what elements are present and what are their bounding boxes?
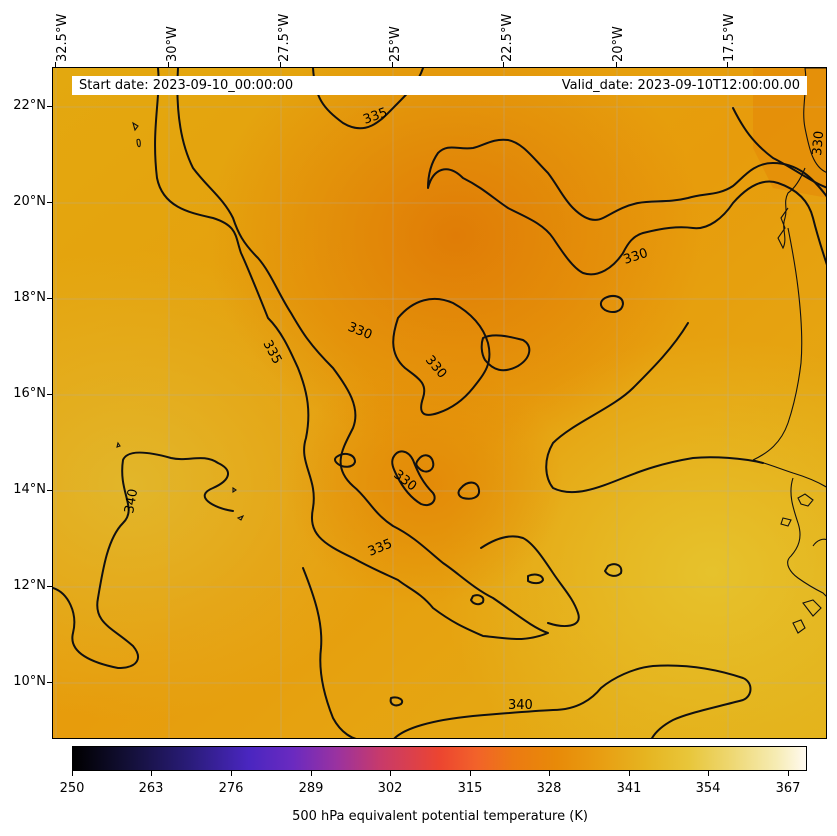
lat-label-10n: 10°N bbox=[13, 674, 46, 689]
lat-tick bbox=[47, 586, 52, 587]
map-panel[interactable]: 335 330 335 330 330 330 335 340 340 330 bbox=[52, 67, 827, 739]
colorbar-tick bbox=[470, 771, 471, 776]
contour-label: 330 bbox=[810, 130, 827, 156]
colorbar-tick-label: 315 bbox=[457, 781, 483, 796]
lon-label-25w: 25°W bbox=[388, 26, 403, 62]
start-date-label: Start date: 2023-09-10_00:00:00 bbox=[79, 78, 294, 93]
colorbar-tick-label: 328 bbox=[536, 781, 562, 796]
colorbar bbox=[72, 746, 807, 771]
contour-330-loop-center bbox=[392, 297, 491, 416]
contour-330-east bbox=[732, 107, 826, 189]
colorbar-title: 500 hPa equivalent potential temperature… bbox=[292, 809, 588, 824]
contour-small-g bbox=[604, 563, 623, 577]
theta-e-field-map: 335 330 335 330 330 330 335 340 340 330 bbox=[53, 68, 827, 738]
colorbar-tick-label: 367 bbox=[775, 781, 801, 796]
lat-tick bbox=[47, 394, 52, 395]
contour-330-small-b bbox=[457, 481, 481, 500]
lat-tick bbox=[47, 682, 52, 683]
valid-date-label: Valid_date: 2023-09-10T12:00:00.00 bbox=[561, 78, 800, 93]
lat-label-12n: 12°N bbox=[13, 578, 46, 593]
colorbar-tick-label: 341 bbox=[616, 781, 642, 796]
lat-label-14n: 14°N bbox=[13, 482, 46, 497]
lat-label-18n: 18°N bbox=[13, 290, 46, 305]
colorbar-tick bbox=[151, 771, 152, 776]
colorbar-tick-label: 263 bbox=[138, 781, 164, 796]
colorbar-tick bbox=[72, 771, 73, 776]
field-northeast-cool bbox=[753, 68, 826, 198]
field-cool-trough bbox=[53, 68, 826, 738]
lon-label-27-5w: 27.5°W bbox=[277, 13, 292, 62]
lon-label-30w: 30°W bbox=[165, 26, 180, 62]
lon-tick bbox=[727, 62, 728, 67]
lon-label-17-5w: 17.5°W bbox=[722, 13, 737, 62]
lon-tick bbox=[168, 62, 169, 67]
lon-tick bbox=[55, 62, 56, 67]
lon-tick bbox=[392, 62, 393, 67]
contour-330-north bbox=[427, 138, 826, 276]
lon-tick bbox=[280, 62, 281, 67]
contour-335-east-arc bbox=[545, 322, 764, 494]
coastline bbox=[116, 68, 826, 634]
colorbar-tick-label: 302 bbox=[377, 781, 403, 796]
colorbar-tick bbox=[311, 771, 312, 776]
coast-guinea-bissau bbox=[780, 493, 826, 634]
coast-islands-cape-verde bbox=[116, 121, 245, 521]
colorbar-tick-label: 289 bbox=[298, 781, 324, 796]
lat-tick bbox=[47, 106, 52, 107]
colorbar-tick bbox=[788, 771, 789, 776]
lat-tick bbox=[47, 298, 52, 299]
contour-340-bottom bbox=[393, 664, 752, 738]
colorbar-tick-label: 276 bbox=[218, 781, 244, 796]
lat-label-22n: 22°N bbox=[13, 98, 46, 113]
contour-335-south bbox=[53, 451, 234, 669]
colorbar-tick bbox=[629, 771, 630, 776]
lat-tick bbox=[47, 490, 52, 491]
lon-label-20w: 20°W bbox=[611, 26, 626, 62]
lon-tick bbox=[616, 62, 617, 67]
colorbar-tick bbox=[708, 771, 709, 776]
lat-label-20n: 20°N bbox=[13, 194, 46, 209]
contour-340-south bbox=[302, 567, 357, 738]
colorbar-tick-label: 250 bbox=[59, 781, 85, 796]
contour-330-trough bbox=[391, 450, 436, 506]
contour-330-right-loop bbox=[480, 334, 531, 372]
colorbar-tick bbox=[549, 771, 550, 776]
contour-335-west bbox=[154, 68, 549, 641]
contour-small-e bbox=[527, 573, 544, 585]
info-bar: Start date: 2023-09-10_00:00:00 Valid_da… bbox=[72, 76, 807, 95]
contour-lines bbox=[53, 68, 826, 738]
lat-tick bbox=[47, 202, 52, 203]
colorbar-tick bbox=[390, 771, 391, 776]
lon-tick bbox=[503, 62, 504, 67]
contour-small-f bbox=[470, 594, 485, 606]
contour-label: 330 bbox=[622, 246, 650, 268]
contour-small-h bbox=[389, 696, 404, 707]
coast-mauritania-senegal bbox=[752, 68, 826, 597]
lon-label-32-5w: 32.5°W bbox=[55, 13, 70, 62]
contour-east-inner bbox=[480, 535, 580, 627]
contour-label: 340 bbox=[508, 698, 533, 713]
contour-label: 340 bbox=[122, 488, 141, 515]
lon-label-22-5w: 22.5°W bbox=[500, 13, 515, 62]
contour-330-small-c bbox=[599, 295, 624, 313]
contour-330-small-a bbox=[415, 454, 435, 473]
colorbar-tick bbox=[231, 771, 232, 776]
lat-label-16n: 16°N bbox=[13, 386, 46, 401]
contour-330-small-d bbox=[334, 453, 356, 468]
colorbar-tick-label: 354 bbox=[695, 781, 721, 796]
